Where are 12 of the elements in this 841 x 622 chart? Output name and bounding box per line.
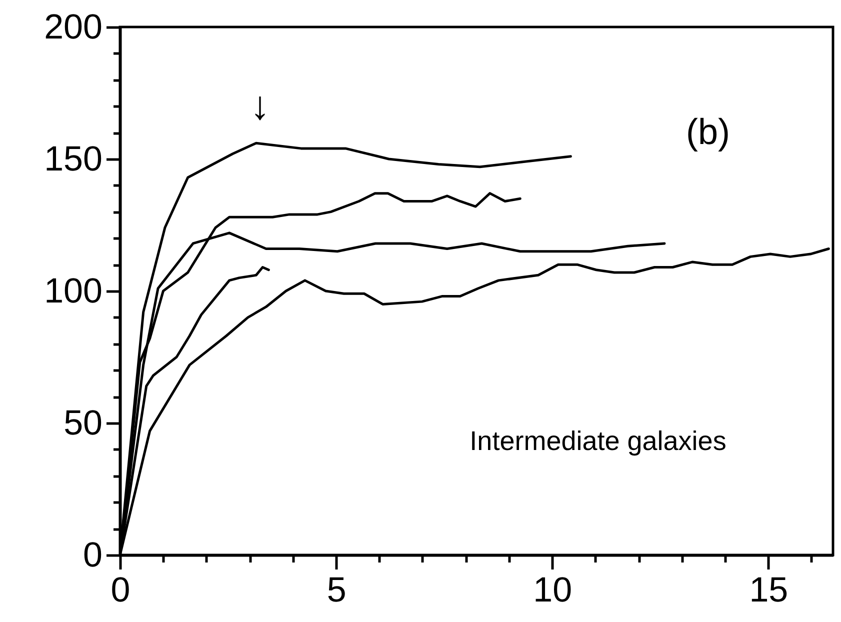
y-tick-label: 200: [44, 8, 102, 46]
annotation: Intermediate galaxies: [470, 426, 726, 456]
y-tick-label: 150: [44, 140, 102, 178]
y-tick-label: 0: [83, 536, 102, 574]
y-tick-label: 100: [44, 272, 102, 310]
x-tick-label: 10: [533, 570, 572, 610]
annotation: ↓: [250, 84, 270, 128]
x-tick-label: 5: [326, 570, 346, 610]
x-tick-label: 0: [110, 570, 130, 610]
y-tick-label: 50: [64, 404, 102, 442]
x-tick-label: 15: [749, 570, 788, 610]
annotation: (b): [686, 111, 730, 152]
